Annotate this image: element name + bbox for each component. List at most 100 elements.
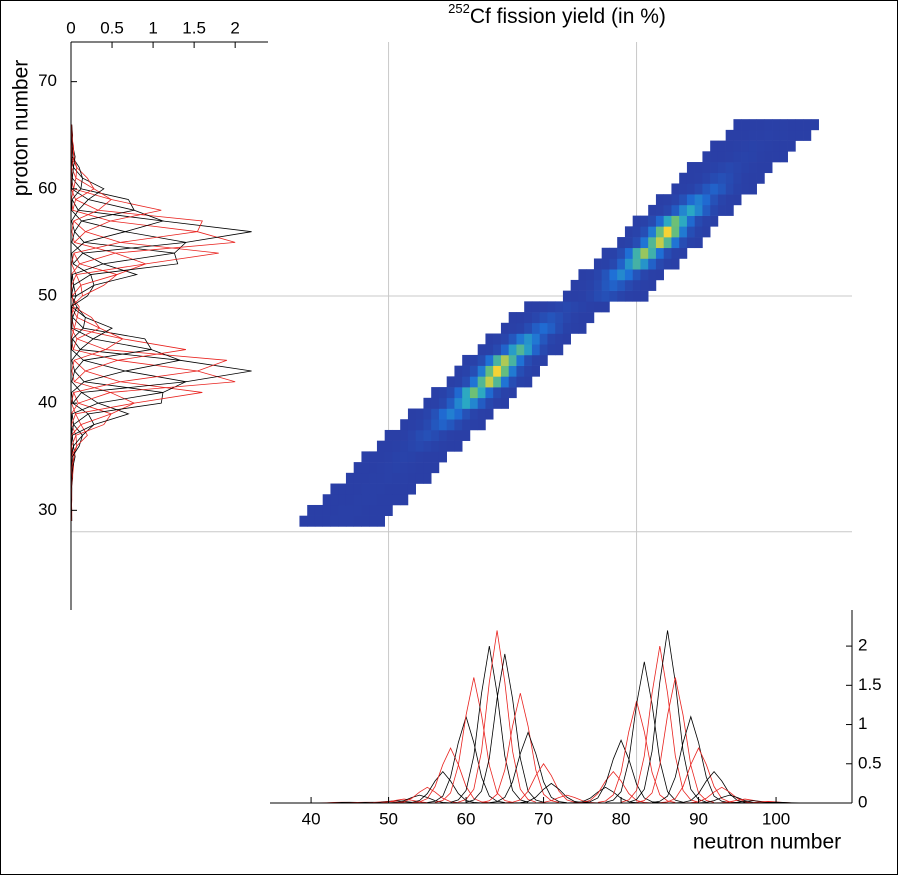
cell	[702, 226, 711, 238]
cell	[671, 258, 680, 270]
cell	[593, 269, 602, 281]
cell	[423, 429, 432, 441]
cell	[446, 376, 455, 388]
cell	[725, 140, 734, 152]
cell	[314, 515, 323, 527]
cell	[322, 504, 331, 516]
cell	[710, 140, 719, 152]
cell	[679, 237, 688, 249]
cell	[345, 504, 354, 516]
cell	[679, 226, 688, 238]
cell	[772, 129, 781, 141]
cell	[462, 376, 471, 388]
isotone-line	[70, 360, 164, 436]
cell	[686, 237, 695, 249]
cell	[671, 183, 680, 195]
cell	[624, 269, 633, 281]
cell	[609, 258, 618, 270]
cell	[710, 183, 719, 195]
cell	[361, 494, 370, 506]
cell	[694, 162, 703, 174]
cell	[384, 462, 393, 474]
cell	[407, 472, 416, 484]
cell	[733, 151, 742, 163]
cell	[415, 462, 424, 474]
cell	[454, 440, 463, 452]
cell	[462, 387, 471, 399]
cell	[702, 151, 711, 163]
isotope-line	[434, 677, 513, 803]
cell	[400, 483, 409, 495]
cell	[477, 344, 486, 356]
cell	[415, 451, 424, 463]
cell	[500, 376, 509, 388]
cell	[345, 483, 354, 495]
cell	[384, 472, 393, 484]
cell	[392, 451, 401, 463]
cell	[772, 140, 781, 152]
cell	[679, 183, 688, 195]
cell	[438, 451, 447, 463]
isotope-line	[388, 786, 467, 804]
cell	[748, 162, 757, 174]
isotope-line	[659, 747, 738, 804]
y-axis-label: proton number	[10, 60, 33, 197]
cell	[733, 129, 742, 141]
cell	[756, 172, 765, 184]
x-tick-label: 80	[612, 809, 631, 828]
cell	[624, 226, 633, 238]
cell	[369, 483, 378, 495]
x-tick-label: 70	[534, 809, 553, 828]
cell	[779, 119, 788, 131]
x-tick-label: 40	[302, 809, 321, 828]
isotope-line	[683, 786, 761, 804]
cell	[779, 151, 788, 163]
cell	[547, 333, 556, 345]
cell	[694, 204, 703, 216]
proj-x-tick-label: 0.5	[100, 18, 124, 37]
cell	[671, 194, 680, 206]
isotone-line	[72, 306, 101, 350]
cell	[438, 419, 447, 431]
proj-y-tick-label: 0	[858, 792, 867, 811]
cell	[353, 504, 362, 516]
cell	[578, 279, 587, 291]
isotope-line	[636, 677, 715, 803]
cell	[671, 215, 680, 227]
cell	[632, 279, 641, 291]
cell	[803, 119, 812, 131]
isotope-line	[605, 661, 684, 803]
cell	[400, 494, 409, 506]
cell	[485, 333, 494, 345]
cell	[539, 333, 548, 345]
cell	[431, 429, 440, 441]
cell	[454, 365, 463, 377]
cell	[741, 140, 750, 152]
cell	[431, 397, 440, 409]
y-tick-label: 30	[38, 500, 57, 519]
cell	[407, 483, 416, 495]
cell	[702, 183, 711, 195]
cell	[415, 429, 424, 441]
cell	[717, 151, 726, 163]
cell	[423, 451, 432, 463]
cell	[725, 172, 734, 184]
isotope-line	[512, 782, 591, 804]
cell	[392, 429, 401, 441]
x-axis-label: neutron number	[693, 831, 841, 854]
cell	[369, 494, 378, 506]
cell	[671, 237, 680, 249]
cell	[469, 365, 478, 377]
cell	[593, 258, 602, 270]
isotope-line	[566, 786, 645, 804]
cell	[485, 387, 494, 399]
cell	[640, 258, 649, 270]
cell	[764, 129, 773, 141]
cell	[648, 237, 657, 249]
cell	[400, 472, 409, 484]
cell	[663, 204, 672, 216]
cell	[353, 483, 362, 495]
cell	[485, 365, 494, 377]
cell	[438, 408, 447, 420]
